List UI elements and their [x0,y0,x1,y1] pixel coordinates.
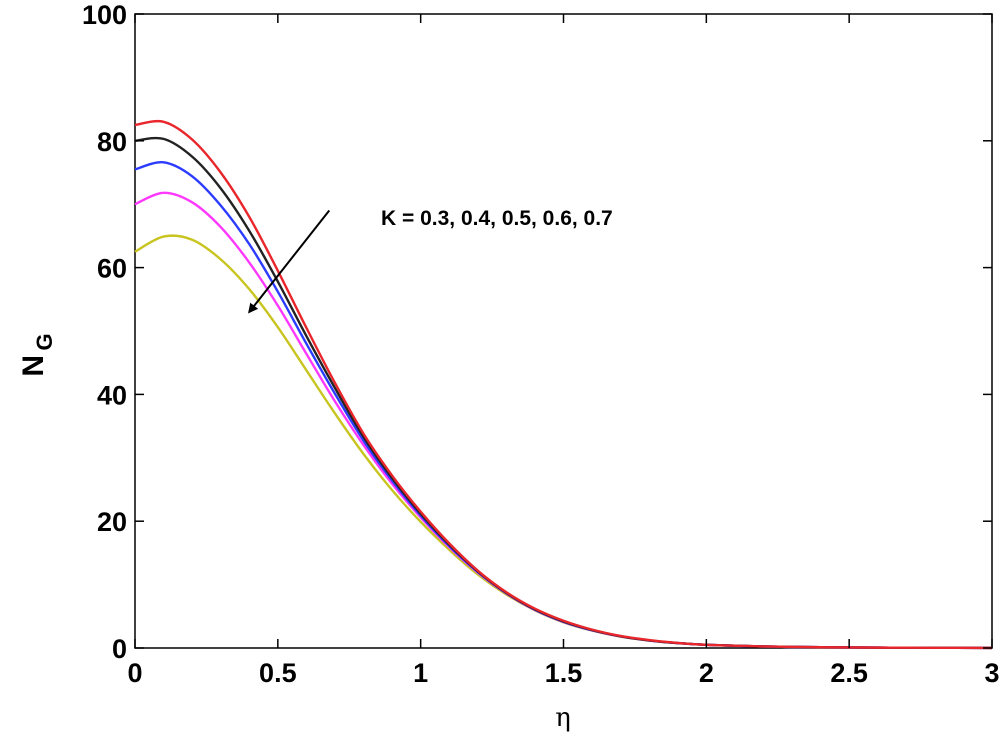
x-tick-label: 2.5 [830,658,868,688]
annotation-text: K = 0.3, 0.4, 0.5, 0.6, 0.7 [381,207,613,230]
annotation-group: K = 0.3, 0.4, 0.5, 0.6, 0.7 [248,207,613,314]
x-tick-label: 2 [699,658,714,688]
y-tick-label: 0 [112,634,127,664]
y-tick-label: 60 [97,254,127,284]
x-tick-label: 1.5 [545,658,583,688]
y-axis-label-subscript: G [32,333,57,350]
x-tick-label: 1 [413,658,428,688]
y-tick-label: 40 [97,380,127,410]
y-tick-label: 80 [97,127,127,157]
y-axis-label-main: N [17,355,50,377]
plot-area [134,13,993,649]
series-group [134,119,993,650]
y-axis-label: N G [17,333,57,376]
x-tick-label: 3 [984,658,999,688]
y-tick-label: 100 [82,0,127,30]
y-tick-label: 20 [97,507,127,537]
x-tick-label: 0 [127,658,142,688]
series-line-1 [134,119,993,650]
annotation-arrow [248,209,331,314]
x-axis-label: η [555,703,571,733]
x-tick-label: 0.5 [259,658,297,688]
ticks-group: 0 0.5 1 1.5 2 2.5 3 0 20 40 60 80 100 [82,0,1000,688]
